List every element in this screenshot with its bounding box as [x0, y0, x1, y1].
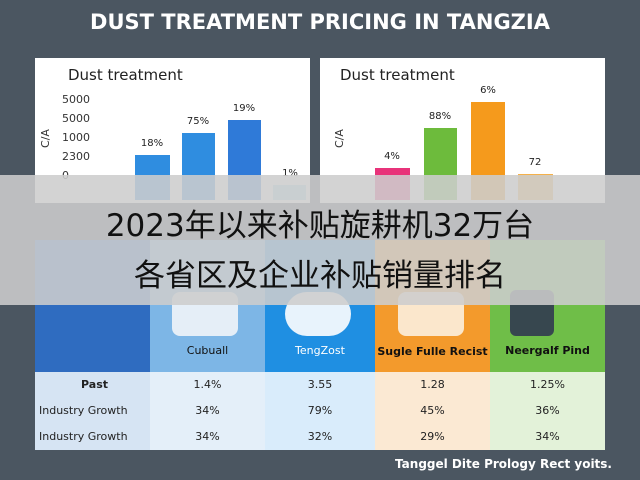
- table-cell: 36%: [490, 398, 605, 424]
- bar-label: 19%: [232, 103, 256, 114]
- axis-label: C/A: [38, 129, 52, 148]
- footer: Tanggel Dite Prology Rect yoits.: [395, 457, 612, 471]
- y-tick-label: 1000: [62, 131, 90, 144]
- column-header: Neergalf Pind: [505, 344, 590, 357]
- overlay-line: 各省区及企业补贴销量排名: [134, 258, 506, 294]
- bar-label: 75%: [186, 116, 210, 127]
- table-cell: 1.25%: [490, 372, 605, 398]
- column-header: TengZost: [295, 344, 345, 357]
- title: DUST TREATMENT PRICING IN TANGZIA: [90, 10, 550, 34]
- table-cell: 34%: [150, 398, 265, 424]
- y-tick-label: 5000: [62, 112, 90, 125]
- table-cell: 1.4%: [150, 372, 265, 398]
- table-cell: 34%: [150, 424, 265, 450]
- table-cell: 3.55: [265, 372, 375, 398]
- y-tick-label: 2300: [62, 150, 90, 163]
- bar-label: 72: [528, 157, 542, 168]
- bar-label: 18%: [140, 138, 164, 149]
- column-header: Sugle Fulle Recist: [377, 345, 488, 358]
- row-label: Past: [35, 372, 150, 398]
- y-tick-label: 5000: [62, 93, 90, 106]
- overlay-line: 2023年以来补贴旋耕机32万台: [105, 208, 535, 244]
- table-cell: 32%: [265, 424, 375, 450]
- axis-label: C/A: [332, 129, 346, 148]
- bar-label: 88%: [428, 111, 452, 122]
- panel-title: Dust treatment: [68, 66, 183, 84]
- panel-title: Dust treatment: [340, 66, 455, 84]
- bar-label: 6%: [480, 85, 496, 96]
- bar-label: 1%: [282, 168, 298, 179]
- row-label: Industry Growth: [35, 424, 150, 450]
- table-cell: 45%: [375, 398, 490, 424]
- overlay-band: [0, 175, 640, 305]
- column-header: Cubuall: [186, 344, 229, 357]
- row-label: Industry Growth: [35, 398, 150, 424]
- table-cell: 29%: [375, 424, 490, 450]
- table-cell: 79%: [265, 398, 375, 424]
- table-cell: 34%: [490, 424, 605, 450]
- table-cell: 1.28: [375, 372, 490, 398]
- bar-label: 4%: [384, 151, 400, 162]
